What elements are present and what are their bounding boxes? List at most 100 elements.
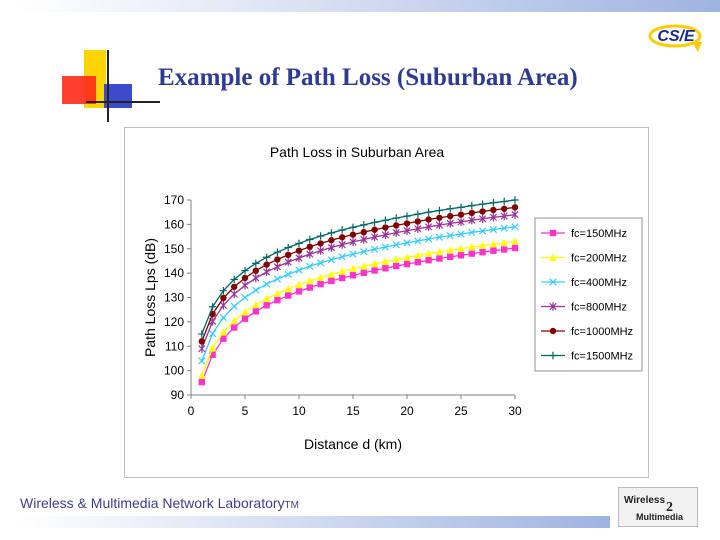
chart-title: Path Loss in Suburban Area <box>270 144 445 160</box>
data-point-star <box>338 240 346 249</box>
x-tick-label: 15 <box>346 404 360 418</box>
data-point-x <box>327 256 336 264</box>
data-point-plus <box>414 210 422 218</box>
series-line <box>201 213 516 349</box>
data-point-square <box>447 253 454 260</box>
data-point-plus <box>511 196 519 204</box>
data-point-star <box>349 237 357 247</box>
legend-entry-label: fc=150MHz <box>571 228 627 240</box>
data-point-square <box>306 284 313 291</box>
data-point-square <box>339 274 346 282</box>
data-point-triangle <box>424 249 433 257</box>
data-point-star <box>284 257 292 267</box>
data-point-x <box>284 270 292 278</box>
data-point-circle <box>447 212 454 220</box>
data-point-triangle <box>360 262 368 270</box>
data-point-circle <box>360 228 367 236</box>
data-point-star <box>500 211 508 221</box>
data-point-x <box>370 245 379 253</box>
svg-text:2: 2 <box>666 500 673 515</box>
legend-entry-label: fc=400MHz <box>571 277 627 289</box>
data-point-star <box>478 214 487 223</box>
data-point-circle <box>511 204 519 211</box>
data-point-triangle <box>198 371 206 379</box>
data-point-triangle <box>446 246 454 254</box>
data-point-triangle <box>489 240 498 248</box>
data-point-square <box>220 335 227 342</box>
data-point-square <box>360 269 367 277</box>
data-point-x <box>500 224 508 232</box>
data-point-plus <box>252 259 260 268</box>
data-point-x <box>435 233 444 241</box>
x-tick-label: 10 <box>292 404 306 418</box>
data-point-triangle <box>208 344 217 352</box>
data-point-plus <box>241 266 249 275</box>
legend-entry-label: fc=800MHz <box>571 302 627 314</box>
data-point-circle <box>295 247 303 254</box>
data-point-triangle <box>230 316 238 325</box>
top-gradient-bar <box>18 0 720 12</box>
data-point-circle <box>263 261 270 268</box>
data-point-square <box>457 252 465 259</box>
data-point-circle <box>328 237 335 244</box>
data-point-star <box>511 210 519 219</box>
data-point-square <box>414 258 421 266</box>
data-point-star <box>549 302 557 311</box>
data-point-plus <box>284 243 292 252</box>
data-point-circle <box>479 208 486 215</box>
data-point-x <box>316 259 325 267</box>
data-point-square <box>198 378 205 386</box>
data-point-x <box>241 293 249 302</box>
series-line <box>201 240 516 376</box>
data-point-x <box>424 235 433 243</box>
y-tick-label: 100 <box>164 364 184 378</box>
data-point-circle <box>414 218 421 225</box>
data-point-star <box>316 246 325 255</box>
data-point-circle <box>220 294 227 302</box>
data-point-triangle <box>549 253 557 261</box>
data-point-star <box>198 344 206 353</box>
data-point-triangle <box>392 255 400 263</box>
data-point-square <box>285 292 292 299</box>
footer-text: Wireless & Multimedia Network Laboratory… <box>20 495 299 511</box>
footer-lab-name: Wireless & Multimedia Network Laboratory <box>20 495 285 511</box>
data-point-plus <box>489 198 498 207</box>
data-point-x <box>219 313 228 322</box>
path-loss-chart: Path Loss in Suburban Area 0 5 10 15 20 25 30 90… <box>142 144 643 452</box>
data-point-triangle <box>381 257 390 265</box>
series-line <box>201 226 516 362</box>
data-point-x <box>262 280 271 288</box>
data-point-circle <box>306 243 313 250</box>
data-point-x <box>273 275 282 283</box>
y-tick-label: 110 <box>165 339 184 353</box>
data-point-square <box>403 260 411 268</box>
data-point-plus <box>392 214 400 222</box>
x-tick-label: 20 <box>400 404 414 418</box>
x-tick-label: 25 <box>454 404 468 418</box>
data-point-x <box>511 223 519 231</box>
data-point-triangle <box>478 241 487 249</box>
data-point-star <box>446 219 454 228</box>
legend-entry-label: fc=200MHz <box>571 253 627 265</box>
y-axis-label: Path Loss Lps (dB) <box>142 238 158 357</box>
data-point-plus <box>306 235 314 244</box>
y-tick-label: 120 <box>164 315 184 329</box>
y-tick-label: 140 <box>164 266 184 280</box>
data-point-star <box>219 301 228 310</box>
data-point-square <box>511 244 519 252</box>
data-point-x <box>295 266 303 274</box>
data-point-star <box>435 220 444 230</box>
title-decoration <box>62 50 160 122</box>
data-point-x <box>381 243 390 251</box>
series-group <box>198 204 519 345</box>
data-point-plus <box>381 216 390 224</box>
data-point-x <box>230 302 238 310</box>
data-point-plus <box>360 221 368 229</box>
data-point-x <box>549 278 557 286</box>
data-point-plus <box>435 206 444 215</box>
data-point-triangle <box>500 238 508 247</box>
data-point-square <box>349 272 357 279</box>
legend-box <box>534 217 643 372</box>
data-point-plus <box>230 275 238 284</box>
data-point-plus <box>446 205 454 213</box>
